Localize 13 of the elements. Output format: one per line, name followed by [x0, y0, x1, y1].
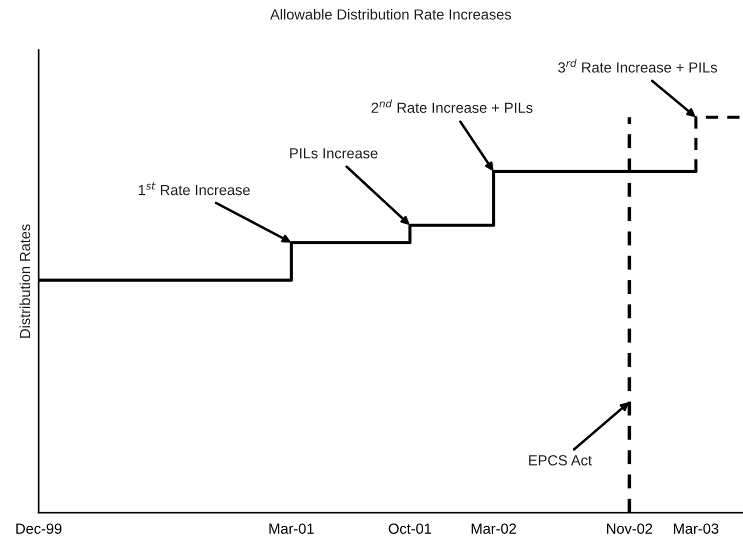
- x-tick-label: Dec-99: [16, 524, 62, 534]
- x-tick-label: Nov-02: [607, 524, 652, 534]
- y-axis-title: Distribution Rates: [19, 224, 30, 338]
- x-tick-label: Oct-01: [388, 524, 432, 534]
- annotation: 3$^{rd}$ Rate Increase + PILs: [558, 59, 718, 73]
- annotation: EPCS Act: [529, 455, 592, 466]
- annotation: PILs Increase: [290, 148, 378, 158]
- annotation: 1$^{st}$ Rate Increase: [138, 182, 250, 196]
- annotation: 2$^{nd}$ Rate Increase + PILs: [372, 99, 533, 113]
- x-tick-label: Mar-03: [674, 524, 718, 534]
- x-tick-label: Mar-02: [472, 524, 516, 534]
- x-tick-label: Mar-01: [269, 524, 314, 534]
- chart-title: Allowable Distribution Rate Increases: [270, 8, 512, 20]
